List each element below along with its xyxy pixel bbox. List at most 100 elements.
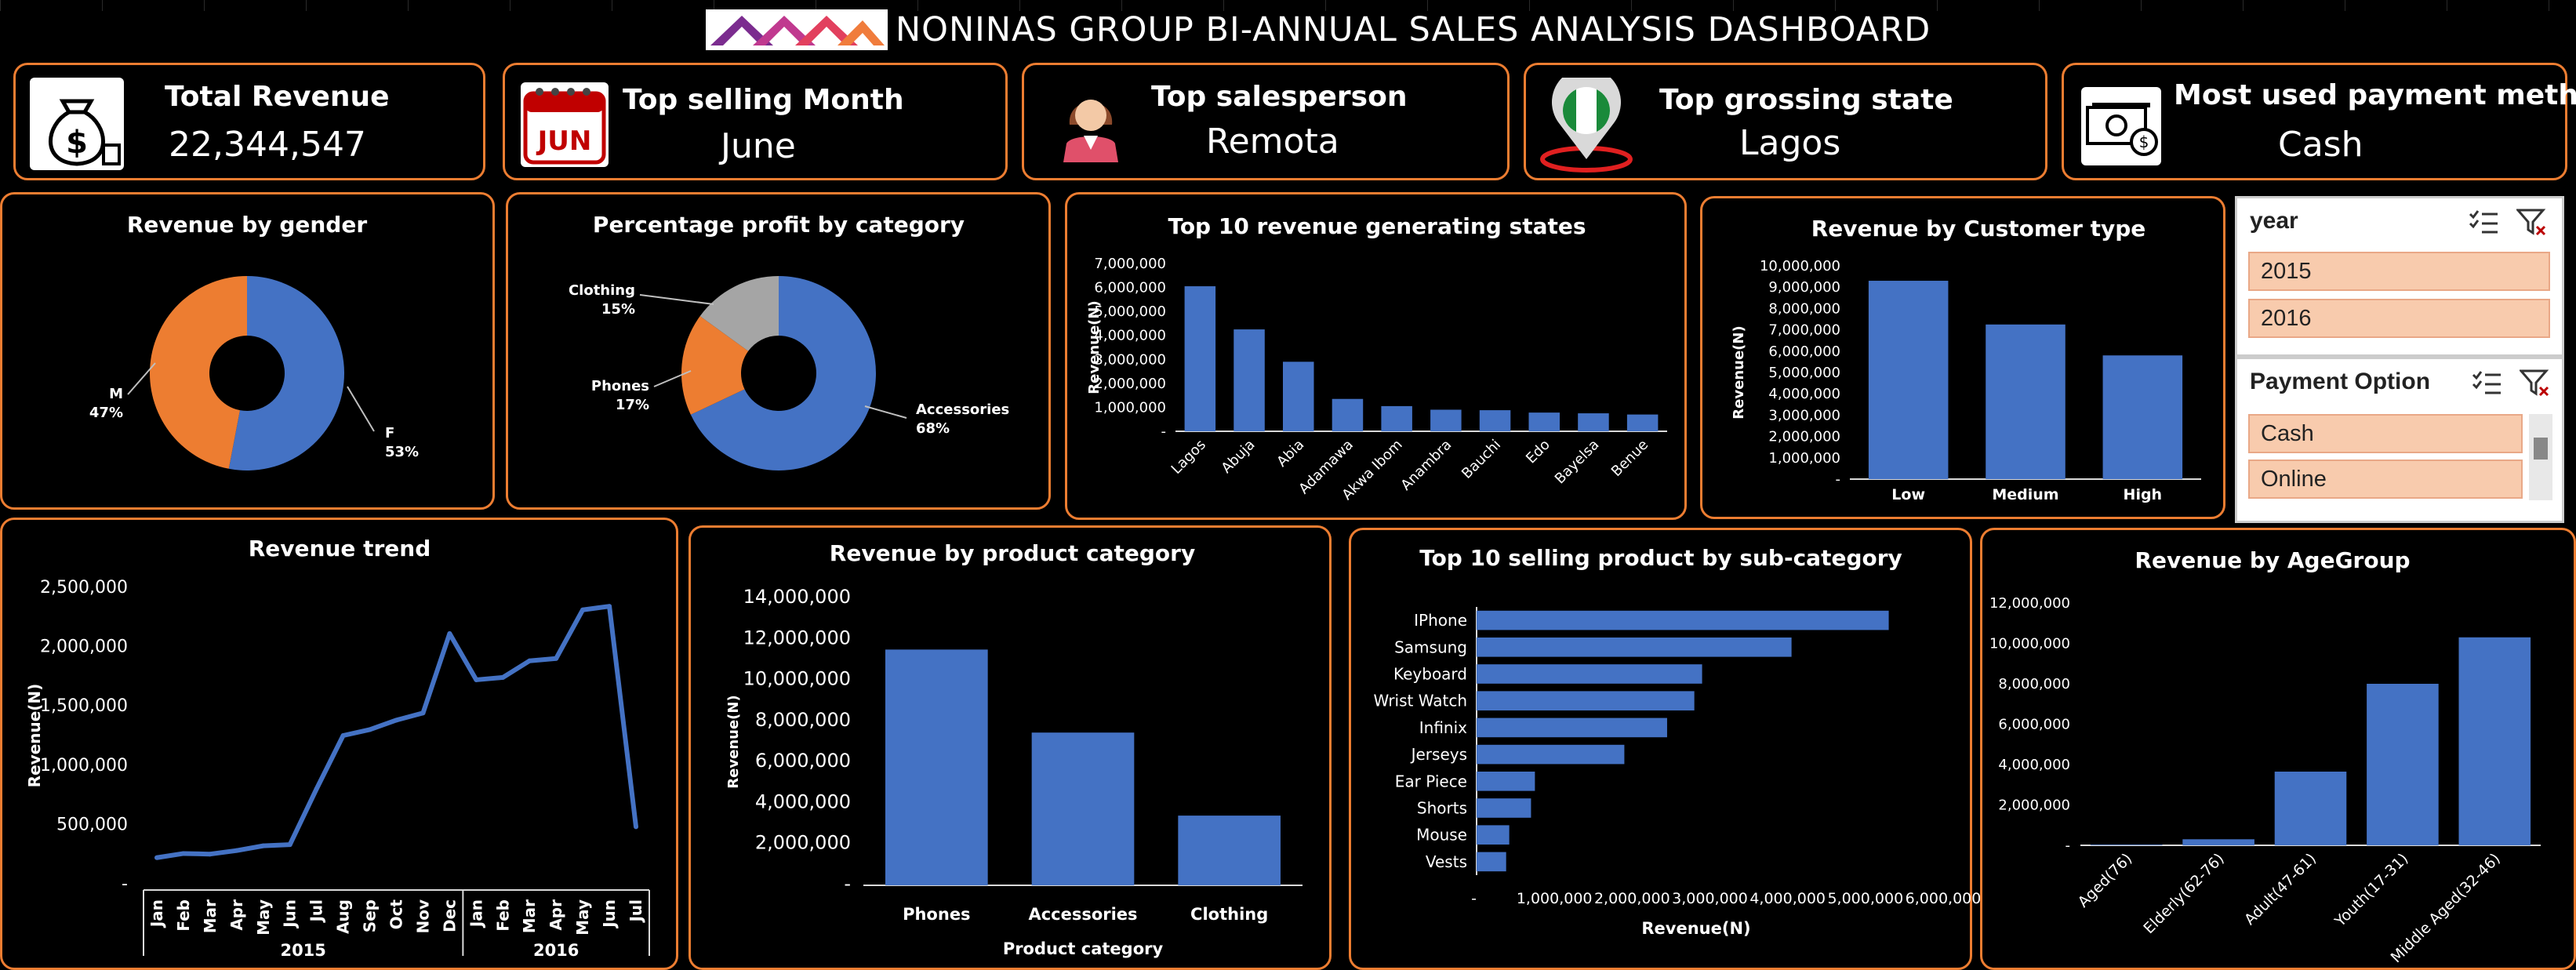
bar	[1477, 718, 1667, 738]
category-profit-chart: Percentage profit by category Accessories…	[569, 212, 1009, 470]
category-label: High	[2124, 486, 2163, 503]
y-tick-label: 3,000,000	[1094, 351, 1166, 368]
category-label: Samsung	[1394, 638, 1467, 656]
bar	[1477, 798, 1531, 818]
money-bag-icon: $	[30, 78, 124, 170]
kpi-card-total-revenue: $ Total Revenue 22,344,547	[13, 63, 485, 180]
data-point	[234, 848, 239, 853]
y-tick-label: 8,000,000	[1768, 300, 1840, 317]
category-label: Benue	[1608, 437, 1651, 480]
data-point	[180, 851, 186, 856]
sheet-gridlines	[0, 0, 2576, 11]
kpi-label: Top grossing state	[1659, 84, 1953, 116]
chart-title: Percentage profit by category	[593, 212, 965, 238]
clear-filter-icon[interactable]	[2520, 369, 2551, 397]
payment-slicer-title: Payment Option	[2250, 369, 2431, 394]
slice-percent: 17%	[616, 397, 649, 413]
slice-percent: 47%	[89, 405, 123, 421]
category-label: Clothing	[1190, 905, 1268, 924]
category-label: Accessories	[1028, 905, 1137, 924]
bar	[1477, 637, 1792, 657]
y-tick-label: 2,000,000	[1768, 429, 1840, 445]
payment-option-cash[interactable]: Cash	[2248, 414, 2523, 453]
month-label: Nov	[413, 899, 432, 934]
y-tick-label: 10,000,000	[1760, 258, 1840, 274]
y-tick-label: 2,000,000	[1998, 797, 2070, 814]
payment-slicer: Payment Option Cash Online	[2235, 357, 2564, 523]
month-label: Jul	[627, 899, 645, 924]
bar	[1626, 414, 1659, 431]
x-tick-label: 4,000,000	[1749, 890, 1826, 907]
bar	[2458, 637, 2531, 845]
bar	[1477, 771, 1535, 791]
category-label: Shorts	[1417, 799, 1467, 818]
data-point	[500, 674, 506, 680]
kpi-label: Most used payment method	[2174, 79, 2576, 111]
slice-label: Clothing	[569, 282, 635, 299]
slice-label: M	[109, 386, 123, 402]
kpi-label: Total Revenue	[165, 81, 390, 113]
bar	[1477, 664, 1702, 684]
chart-panel-agegroup: Revenue by AgeGroup - 2,000,000 4,000,000 6,…	[1980, 528, 2576, 970]
month-label: Jul	[307, 899, 326, 924]
category-label: Keyboard	[1393, 665, 1467, 684]
dashboard-title: NONINAS GROUP BI-ANNUAL SALES ANALYSIS D…	[896, 10, 1931, 49]
y-tick-label: 6,000,000	[1768, 343, 1840, 360]
agegroup-chart: Revenue by AgeGroup - 2,000,000 4,000,000 6,…	[1989, 547, 2541, 966]
chart-panel-category-profit: Percentage profit by category Accessories…	[506, 192, 1051, 510]
data-point	[394, 718, 399, 723]
y-tick-label: 10,000,000	[743, 668, 851, 690]
y-axis-title: Revenue(N)	[725, 695, 742, 788]
month-label: Mar	[520, 899, 539, 933]
bar	[1479, 410, 1511, 431]
brand-logo-icon	[706, 9, 888, 50]
bar	[1184, 286, 1216, 431]
pie-slice	[149, 276, 247, 469]
kpi-card-top-month: JUN Top selling Month June	[503, 63, 1008, 180]
bar	[1868, 281, 1949, 479]
kpi-card-top-salesperson: Top salesperson Remota	[1022, 63, 1510, 180]
product-category-chart: Revenue by product category - 2,000,000 4,0…	[725, 540, 1303, 958]
x-tick-label: 3,000,000	[1672, 890, 1748, 907]
y-tick-label: 8,000,000	[1998, 676, 2070, 692]
bar	[1528, 412, 1560, 431]
month-label: Mar	[201, 899, 220, 933]
y-tick-label: 4,000,000	[1998, 757, 2070, 773]
data-point	[367, 727, 372, 732]
multi-select-icon[interactable]	[2471, 369, 2502, 397]
title-bar: NONINAS GROUP BI-ANNUAL SALES ANALYSIS D…	[0, 6, 2576, 55]
slicer-scroll-thumb[interactable]	[2534, 438, 2548, 460]
slice-label: Phones	[591, 378, 649, 394]
month-label: Aug	[334, 899, 353, 934]
slicer-scrollbar[interactable]	[2529, 414, 2552, 500]
month-label: May	[254, 899, 273, 935]
month-label: Jun	[281, 899, 300, 929]
y-tick-label: 6,000,000	[755, 750, 851, 772]
kpi-value: June	[721, 126, 796, 166]
bar	[1477, 744, 1625, 765]
data-point	[634, 824, 639, 830]
kpi-card-payment-method: $ Most used payment method Cash	[2062, 63, 2576, 180]
states-chart: Top 10 revenue generating states - 1,000,0…	[1086, 213, 1667, 503]
bar	[1477, 691, 1695, 711]
multi-select-icon[interactable]	[2468, 208, 2499, 236]
bar	[1381, 405, 1412, 431]
year-option-2016[interactable]: 2016	[2248, 299, 2550, 338]
bar	[1234, 329, 1265, 431]
year-slicer-title: year	[2250, 208, 2298, 234]
slice-label: F	[385, 425, 394, 441]
kpi-card-top-state: Top grossing state Lagos	[1524, 63, 2047, 180]
payment-option-online[interactable]: Online	[2248, 460, 2523, 499]
slice-percent: 15%	[601, 301, 635, 318]
year-option-2015[interactable]: 2015	[2248, 252, 2550, 291]
chart-title: Revenue by gender	[127, 212, 367, 238]
clear-filter-icon[interactable]	[2516, 208, 2548, 236]
y-tick-label: 4,000,000	[1768, 386, 1840, 402]
bar	[1477, 825, 1510, 845]
y-tick-label: -	[122, 874, 128, 894]
y-axis-title: Revenue(N)	[1086, 300, 1103, 394]
year-slicer: year 2015 2016	[2235, 196, 2564, 357]
x-axis-title: Product category	[1003, 939, 1164, 958]
leader-line	[127, 362, 156, 395]
x-tick-label: 5,000,000	[1827, 890, 1903, 907]
